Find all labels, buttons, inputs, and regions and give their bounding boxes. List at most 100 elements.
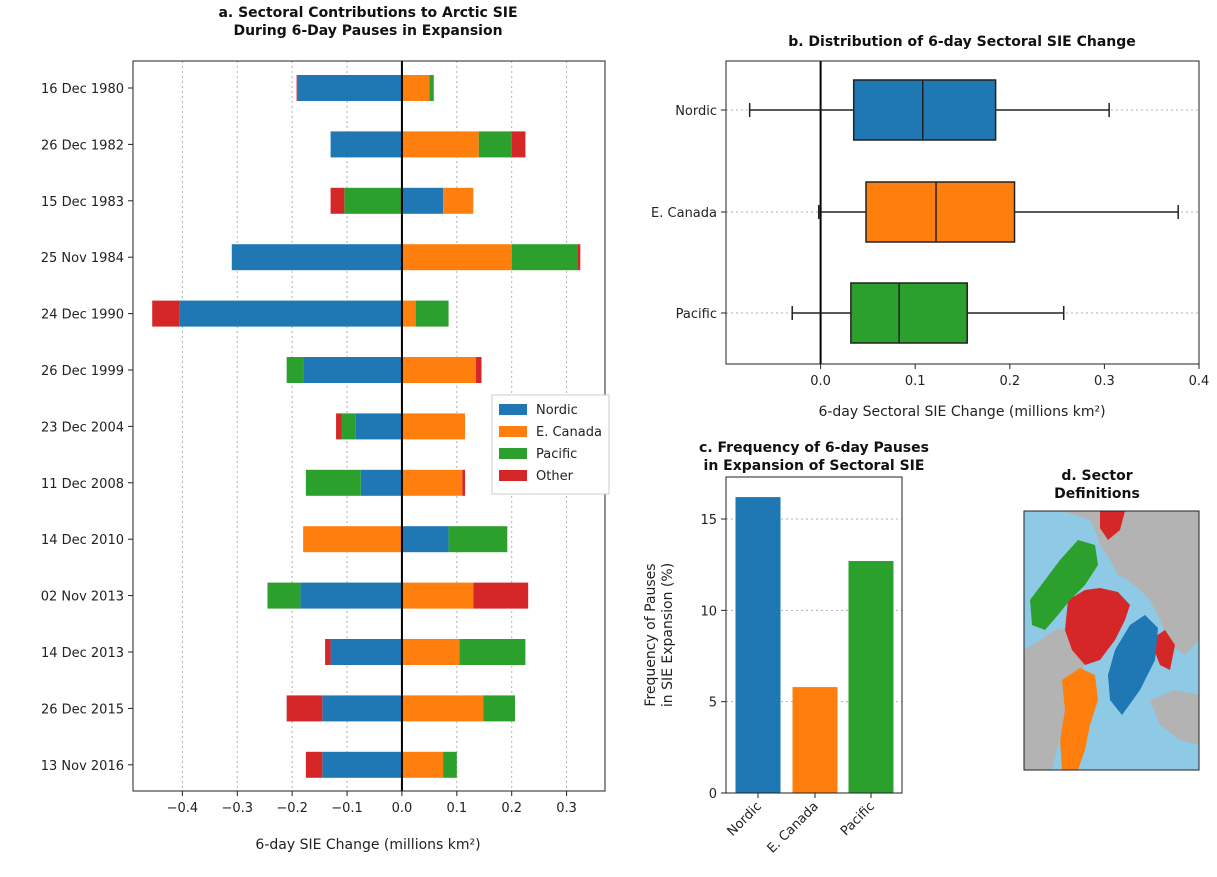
map-land-north-america xyxy=(1024,628,1085,770)
a-bar-segment-e_canada xyxy=(443,187,474,214)
a-bar-segment-e_canada xyxy=(401,413,466,440)
a-bar-segment-other xyxy=(296,75,298,101)
map-sector-nordic xyxy=(1108,615,1158,715)
a-bar-segment-other xyxy=(305,751,323,778)
a-ytick-label: 15 Dec 1983 xyxy=(41,195,124,210)
a-bar-segment-other xyxy=(325,639,331,665)
a-bar-segment-nordic xyxy=(231,244,402,271)
a-ytick-label: 25 Nov 1984 xyxy=(41,251,124,266)
panel-b-x-axis-label: 6-day Sectoral SIE Change (millions km²) xyxy=(818,404,1105,420)
panel-c-frame xyxy=(725,476,903,794)
a-bar-segment-e_canada xyxy=(401,751,444,778)
a-bar-segment-e_canada xyxy=(401,582,474,609)
panel-a-x-ticks: −0.4 −0.3 −0.2 −0.1 0.0 0.1 0.2 0.3 xyxy=(167,791,577,816)
a-xtick-label: 0.0 xyxy=(392,801,413,816)
a-xtick-label: −0.3 xyxy=(221,801,253,816)
c-xtick-label: E. Canada xyxy=(765,799,822,856)
a-xtick-label: −0.4 xyxy=(167,801,199,816)
a-ytick-label: 26 Dec 1982 xyxy=(41,138,124,153)
panel-a: a. Sectoral Contributions to Arctic SIE … xyxy=(41,5,610,853)
b-xtick-label: 0.1 xyxy=(905,374,926,389)
legend-entries: Nordic E. Canada Pacific Other xyxy=(499,403,602,484)
map-sector-pacific xyxy=(1030,540,1098,630)
a-ytick-label: 16 Dec 1980 xyxy=(41,82,124,97)
a-ytick-label: 11 Dec 2008 xyxy=(41,477,124,492)
a-bar-segment-other xyxy=(511,131,526,158)
c-ytick-label: 5 xyxy=(709,696,717,711)
panel-c-bars xyxy=(735,497,894,793)
a-bar-segment-e_canada xyxy=(401,300,416,327)
a-bar-segment-nordic xyxy=(401,187,444,214)
a-bar-segment-other xyxy=(336,413,342,440)
a-ytick-label: 23 Dec 2004 xyxy=(41,420,124,435)
a-bar-segment-nordic xyxy=(322,751,402,778)
a-bar-segment-pacific xyxy=(305,469,361,496)
c-xtick-label: Nordic xyxy=(725,799,765,839)
b-box-e_canada xyxy=(865,181,1016,243)
a-ytick-label: 13 Nov 2016 xyxy=(41,759,124,774)
a-ytick-label: 14 Dec 2010 xyxy=(41,533,124,548)
a-bar-segment-nordic xyxy=(330,131,402,158)
b-xtick-label: 0.3 xyxy=(1094,374,1115,389)
panel-c-x-ticks: Nordic E. Canada Pacific xyxy=(725,793,878,856)
c-ytick-label: 0 xyxy=(709,787,717,802)
b-box-pacific xyxy=(850,282,968,344)
a-bar-segment-pacific xyxy=(341,413,356,440)
a-bar-segment-nordic xyxy=(322,695,402,722)
a-xtick-label: 0.1 xyxy=(446,801,467,816)
panel-d-frame xyxy=(1023,510,1200,771)
sector-map xyxy=(1024,511,1199,770)
a-bar-segment-nordic xyxy=(355,413,402,440)
a-bar-segment-other xyxy=(330,187,345,214)
a-bar-segment-nordic xyxy=(300,582,402,609)
b-xtick-label: 0.2 xyxy=(999,374,1020,389)
a-ytick-label: 26 Dec 2015 xyxy=(41,702,124,717)
a-bar-segment-nordic xyxy=(360,469,402,496)
a-bar-segment-e_canada xyxy=(401,469,463,496)
a-bar-segment-pacific xyxy=(459,639,526,665)
panel-c-y-label-line1: Frequency of Pauses xyxy=(643,563,659,706)
a-ytick-label: 14 Dec 2013 xyxy=(41,646,124,661)
a-bar-segment-nordic xyxy=(179,300,402,327)
a-bar-segment-e_canada xyxy=(303,526,402,553)
b-xtick-label: 0.4 xyxy=(1189,374,1210,389)
panel-c-title-line2: in Expansion of Sectoral SIE xyxy=(704,458,925,474)
map-sector-other-north xyxy=(1100,511,1125,540)
a-ytick-label: 26 Dec 1999 xyxy=(41,364,124,379)
legend-swatch-nordic xyxy=(499,404,527,415)
b-xtick-label: 0.0 xyxy=(810,374,831,389)
c-xtick-label: Pacific xyxy=(838,799,878,839)
a-bar-segment-pacific xyxy=(478,131,512,158)
panel-c: c. Frequency of 6-day Pauses in Expansio… xyxy=(643,440,929,856)
panel-d-title-line2: Definitions xyxy=(1054,486,1140,502)
legend-label-nordic: Nordic xyxy=(536,403,578,418)
a-bar-segment-nordic xyxy=(401,526,449,553)
a-bar-segment-nordic xyxy=(330,639,402,665)
panel-c-y-axis-label: Frequency of Pauses in SIE Expansion (%) xyxy=(643,563,676,707)
b-ytick-label: E. Canada xyxy=(651,206,717,221)
a-bar-segment-e_canada xyxy=(401,639,460,665)
legend-label-other: Other xyxy=(536,469,574,484)
a-bar-segment-e_canada xyxy=(401,695,484,722)
panel-b: b. Distribution of 6-day Sectoral SIE Ch… xyxy=(651,34,1209,420)
a-bar-segment-other xyxy=(476,357,482,383)
c-bar-nordic xyxy=(735,497,781,793)
a-bar-segment-other xyxy=(462,469,466,496)
a-ytick-label: 02 Nov 2013 xyxy=(41,590,124,605)
c-bar-pacific xyxy=(848,561,894,793)
a-bar-segment-e_canada xyxy=(401,244,512,271)
legend-swatch-other xyxy=(499,470,527,481)
panel-b-boxes xyxy=(748,79,1179,344)
c-ytick-label: 15 xyxy=(700,513,717,528)
legend-label-pacific: Pacific xyxy=(536,447,577,462)
panel-d: d. Sector Definitions xyxy=(1023,468,1200,771)
a-bar-segment-pacific xyxy=(415,300,449,327)
map-land-greenland-coast xyxy=(1150,690,1199,745)
a-bar-segment-pacific xyxy=(286,357,304,383)
a-bar-segment-e_canada xyxy=(401,75,430,101)
c-bar-e_canada xyxy=(792,687,838,793)
b-ytick-label: Nordic xyxy=(675,104,717,119)
legend-swatch-pacific xyxy=(499,448,527,459)
panel-c-y-ticks: 0 5 10 15 xyxy=(700,513,726,802)
map-sector-other-central xyxy=(1065,588,1130,665)
